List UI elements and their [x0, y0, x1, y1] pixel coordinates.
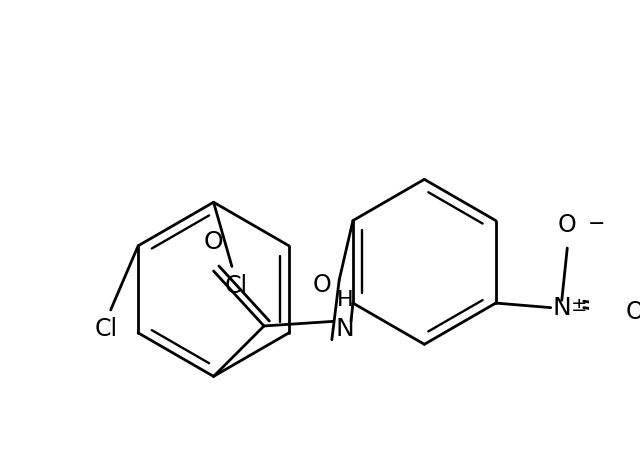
Text: −: − — [588, 214, 605, 234]
Text: O: O — [313, 273, 332, 297]
Text: O: O — [558, 213, 577, 237]
Text: N: N — [552, 296, 572, 320]
Text: H: H — [337, 291, 354, 311]
Text: Cl: Cl — [225, 274, 248, 298]
Text: ±: ± — [571, 296, 588, 316]
Text: O: O — [626, 300, 640, 324]
Text: N: N — [335, 317, 354, 341]
Text: O: O — [204, 231, 223, 255]
Text: Cl: Cl — [95, 317, 118, 341]
